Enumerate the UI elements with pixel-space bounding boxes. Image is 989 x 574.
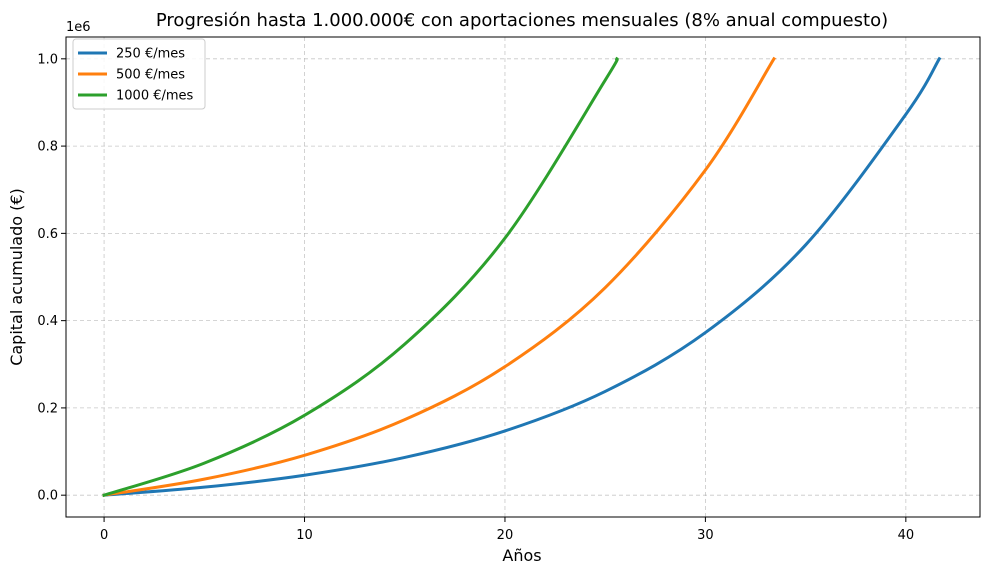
legend-label: 250 €/mes: [116, 47, 185, 62]
x-tick-label: 20: [497, 528, 514, 543]
series-line: [102, 56, 777, 497]
y-tick-label: 1.0: [37, 52, 58, 67]
plot-area: [65, 36, 981, 518]
legend-box: [72, 38, 206, 110]
series-line: [102, 56, 942, 497]
y-axis: 0.0 0.2 0.4 0.6 0.8 1.0: [37, 52, 66, 504]
y-tick-label: 0.4: [37, 314, 58, 329]
y-tick-label: 0.2: [37, 401, 58, 416]
x-axis-label: Años: [502, 546, 541, 565]
legend: 250 €/mes 500 €/mes 1000 €/mes: [72, 38, 206, 110]
series-line: [102, 56, 619, 498]
x-tick-label: 0: [100, 528, 108, 543]
x-tick-label: 30: [697, 528, 714, 543]
series-group: [102, 56, 942, 498]
legend-label: 1000 €/mes: [116, 89, 194, 104]
y-axis-label: Capital acumulado (€): [7, 188, 26, 366]
y-tick-label: 0.6: [37, 227, 58, 242]
y-tick-label: 0.0: [37, 489, 58, 504]
y-tick-label: 0.8: [37, 140, 58, 155]
legend-label: 500 €/mes: [116, 68, 185, 83]
grid: [66, 37, 980, 517]
y-offset-label: 1e6: [66, 20, 91, 35]
x-tick-label: 40: [898, 528, 915, 543]
x-axis: 0 10 20 30 40: [100, 517, 914, 543]
x-tick-label: 10: [296, 528, 313, 543]
chart-title: Progresión hasta 1.000.000€ con aportaci…: [156, 10, 888, 31]
